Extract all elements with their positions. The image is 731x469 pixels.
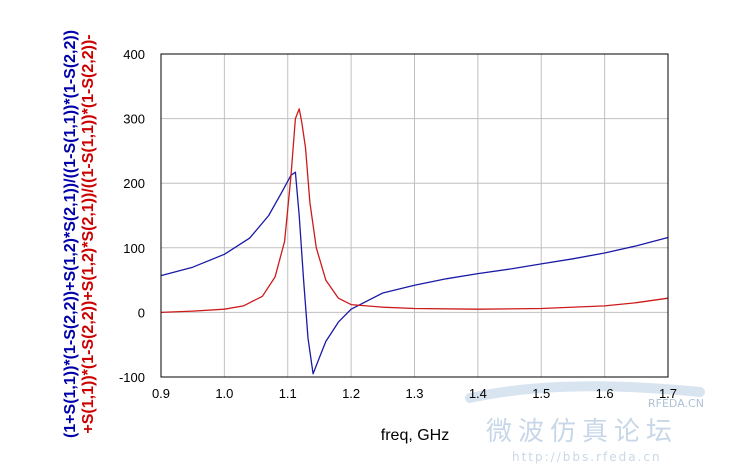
x-tick-label: 1.2	[342, 386, 360, 401]
x-tick-label: 1.5	[532, 386, 550, 401]
watermark: RFEDA.CN 微波仿真论坛 http://bbs.rfeda.cn	[465, 381, 705, 464]
y-axis-label-line-1: (1+S(1,1))*(1-S(2,2))+S(1,2)*S(2,1))/((1…	[62, 30, 79, 438]
x-tick-label: 0.9	[152, 386, 170, 401]
y-tick-label: 200	[123, 176, 145, 191]
x-tick-label: 1.7	[659, 386, 677, 401]
y-tick-label: -100	[119, 370, 145, 385]
series-line-1	[160, 171, 669, 375]
y-tick-label: 0	[138, 305, 145, 320]
plot-frame	[160, 53, 669, 378]
series-line-2	[160, 108, 669, 314]
y-tick-label: 300	[123, 112, 145, 127]
y-ticks: -100 0 100 200 300 400	[119, 47, 145, 385]
grid	[160, 53, 669, 378]
watermark-logo: RFEDA.CN	[648, 397, 704, 410]
watermark-swoosh	[465, 381, 705, 403]
x-tick-label: 1.4	[469, 386, 487, 401]
x-tick-label: 1.0	[215, 386, 233, 401]
watermark-title: 微波仿真论坛	[486, 417, 678, 447]
series	[160, 108, 669, 375]
watermark-url: http://bbs.rfeda.cn	[512, 450, 662, 464]
y-axis-label-line-2: +S(1,1))*(1-S(2,2))+S(1,2)*S(2,1))/((1-S…	[80, 34, 97, 433]
x-tick-label: 1.1	[279, 386, 297, 401]
x-tick-label: 1.3	[405, 386, 423, 401]
x-axis-label: freq, GHz	[381, 427, 449, 444]
y-tick-label: 400	[123, 47, 145, 62]
x-ticks: 0.9 1.0 1.1 1.2 1.3 1.4 1.5 1.6 1.7	[152, 386, 677, 401]
x-tick-label: 1.6	[596, 386, 614, 401]
y-tick-label: 100	[123, 241, 145, 256]
